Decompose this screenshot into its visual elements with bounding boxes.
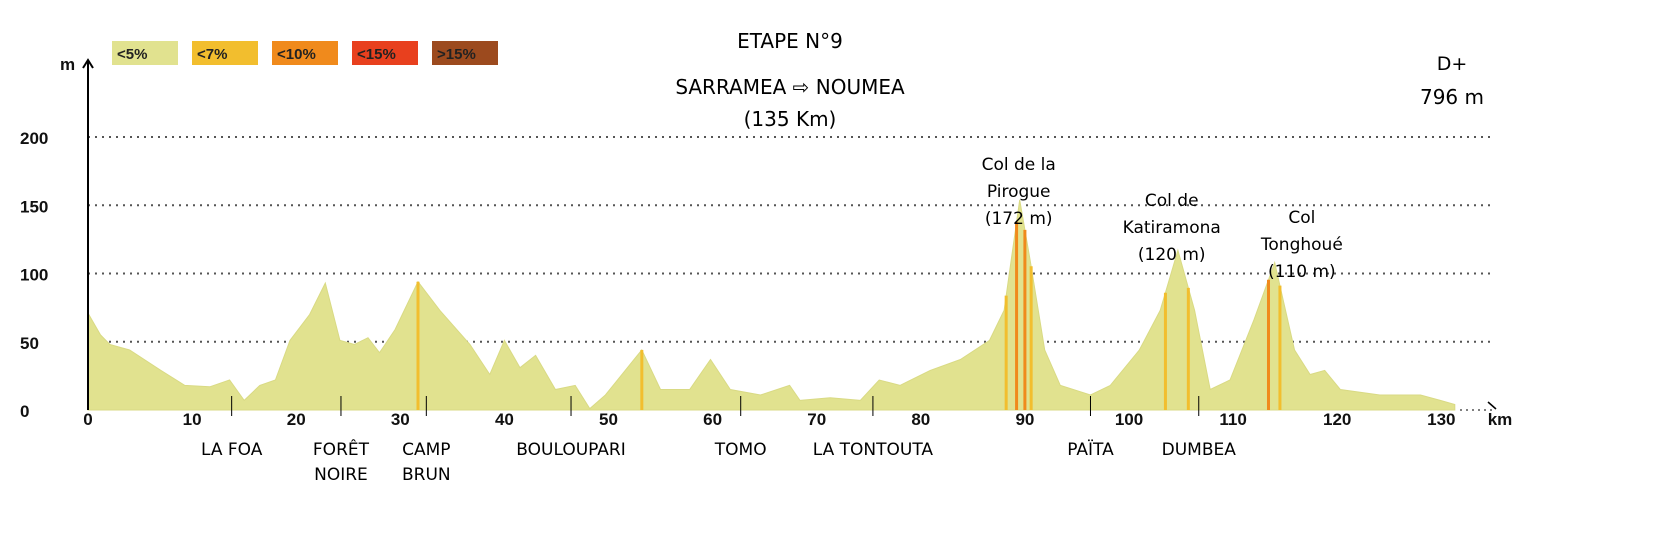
place-label: LA FOA: [201, 440, 263, 460]
x-tick-label: 50: [599, 410, 618, 429]
x-tick-label: 70: [807, 410, 826, 429]
legend-label: >15%: [437, 46, 476, 63]
place-label: TOMO: [714, 440, 767, 460]
place-label: FORÊT: [313, 438, 370, 460]
x-tick-label: 60: [703, 410, 722, 429]
peak-annotation: Col de: [1145, 191, 1199, 211]
peak-annotation: Col de la: [982, 155, 1056, 175]
y-tick-label: 200: [20, 129, 48, 148]
x-tick-label: 110: [1219, 410, 1246, 429]
chart-subtitle: SARRAMEA ⇨ NOUMEA: [675, 75, 905, 99]
y-tick-label: 50: [20, 334, 39, 353]
chart-title: ETAPE N°9: [737, 29, 843, 53]
place-label: NOIRE: [314, 465, 368, 485]
y-axis-label: m: [60, 55, 75, 74]
legend-label: <5%: [117, 46, 147, 63]
y-tick-label: 0: [20, 402, 29, 421]
climb-label: D+: [1437, 53, 1468, 75]
legend-swatch: [112, 41, 178, 65]
place-label: BOULOUPARI: [516, 440, 626, 460]
peak-annotation: Pirogue: [987, 182, 1051, 202]
legend-label: <15%: [357, 46, 396, 63]
place-label: LA TONTOUTA: [813, 440, 934, 460]
legend-swatch: [352, 41, 418, 65]
place-label: CAMP: [402, 440, 450, 460]
x-tick-label: 20: [287, 410, 306, 429]
legend-swatch: [272, 41, 338, 65]
place-label: BRUN: [402, 465, 451, 485]
peak-annotation: Katiramona: [1123, 218, 1221, 238]
legend-swatch: [192, 41, 258, 65]
x-tick-label: 0: [83, 410, 92, 429]
climb-value: 796 m: [1420, 85, 1484, 109]
peak-annotation: Col: [1288, 208, 1315, 228]
peak-annotation: Tonghoué: [1260, 235, 1343, 255]
distance-label: (135 Km): [744, 107, 837, 131]
legend-label: <10%: [277, 46, 316, 63]
x-axis-arrow-icon: [1487, 401, 1497, 410]
y-tick-label: 100: [20, 266, 48, 285]
x-tick-label: 80: [911, 410, 930, 429]
place-label: PAÏTA: [1067, 439, 1114, 460]
peak-annotation: (120 m): [1138, 245, 1206, 265]
y-tick-label: 150: [20, 197, 48, 216]
x-tick-label: 90: [1015, 410, 1034, 429]
peak-annotation: (110 m): [1268, 262, 1336, 282]
x-tick-label: 30: [391, 410, 410, 429]
x-tick-label: 120: [1323, 410, 1351, 429]
legend-label: <7%: [197, 46, 227, 63]
legend-swatch: [432, 41, 498, 65]
x-axis-label: km: [1488, 410, 1513, 429]
peak-annotation: (172 m): [985, 209, 1053, 229]
y-axis-arrow-icon: [82, 58, 94, 69]
x-tick-label: 40: [495, 410, 514, 429]
x-tick-label: 100: [1115, 410, 1143, 429]
place-label: DUMBEA: [1162, 440, 1237, 460]
x-tick-label: 130: [1427, 410, 1455, 429]
x-tick-label: 10: [183, 410, 202, 429]
elevation-area: [87, 199, 1456, 411]
